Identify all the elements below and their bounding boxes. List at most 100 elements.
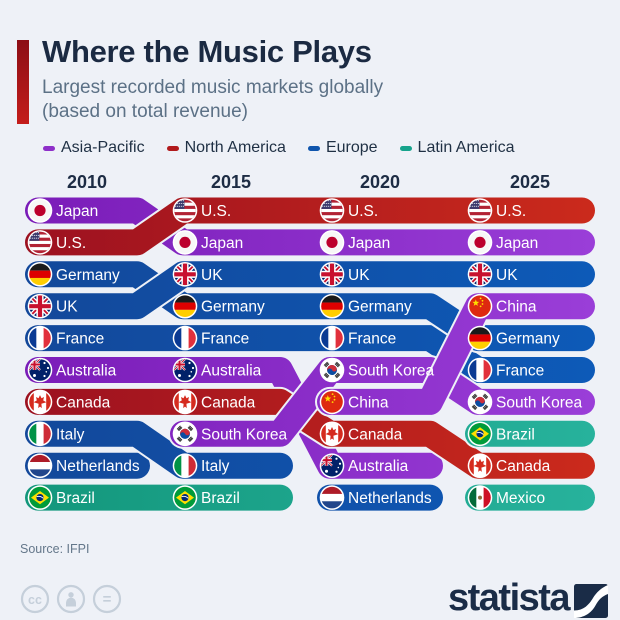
country-label-uk-2010: UK xyxy=(56,299,78,316)
flag-australia-icon xyxy=(27,357,53,383)
country-label-france-2020: France xyxy=(348,331,396,348)
country-label-china-2025: China xyxy=(496,299,537,316)
legend-dash-north-america-icon xyxy=(166,145,179,151)
cc-license-icons[interactable]: cc = xyxy=(20,584,124,614)
cc-icon[interactable]: cc xyxy=(20,584,50,614)
flag-netherlands-icon xyxy=(319,485,345,510)
flag-china-icon xyxy=(467,293,493,319)
country-label-canada-2020: Canada xyxy=(348,426,403,443)
legend-label: Asia-Pacific xyxy=(61,139,145,156)
accent-bar xyxy=(17,40,29,124)
ribbon-brazil xyxy=(25,420,595,511)
flag-uk-icon xyxy=(172,262,198,287)
flag-australia-icon xyxy=(319,453,345,478)
flag-u-s-icon xyxy=(27,230,53,255)
ribbon-south-korea xyxy=(170,357,595,447)
flag-france-icon xyxy=(172,325,198,351)
flag-japan-icon xyxy=(319,230,345,255)
country-label-u-s-2025: U.S. xyxy=(496,203,526,220)
flag-canada-icon xyxy=(319,421,345,447)
subtitle-line-2: (based on total revenue) xyxy=(42,101,248,122)
country-label-australia-2015: Australia xyxy=(201,363,262,380)
statista-logo-icon[interactable] xyxy=(574,584,608,618)
flag-germany-icon xyxy=(319,293,345,319)
country-label-japan-2025: Japan xyxy=(496,235,538,252)
country-label-netherlands-2020: Netherlands xyxy=(348,490,432,507)
year-header-2025: 2025 xyxy=(509,172,551,192)
country-label-australia-2010: Australia xyxy=(56,363,117,380)
statista-swoosh-icon xyxy=(574,585,608,618)
legend-item-latin-america: Latin America xyxy=(399,139,515,157)
person-icon[interactable] xyxy=(56,584,86,614)
flag-italy-icon xyxy=(172,453,198,478)
flag-brazil-icon xyxy=(172,485,198,510)
flag-mexico-icon xyxy=(467,485,493,510)
flag-u-s-icon xyxy=(172,198,198,223)
year-header-2020: 2020 xyxy=(359,172,401,192)
legend-item-asia-pacific: Asia-Pacific xyxy=(43,139,145,157)
country-label-japan-2020: Japan xyxy=(348,235,390,252)
country-label-france-2010: France xyxy=(56,331,104,348)
flag-south-korea-icon xyxy=(172,421,198,447)
legend-label: Latin America xyxy=(417,139,515,156)
year-header-2010: 2010 xyxy=(66,172,108,192)
country-label-u-s-2010: U.S. xyxy=(56,235,86,252)
country-label-uk-2020: UK xyxy=(348,267,370,284)
country-label-brazil-2010: Brazil xyxy=(56,490,95,507)
country-label-south-korea-2025: South Korea xyxy=(496,394,583,411)
statista-logo-wordmark[interactable]: statista xyxy=(448,577,571,619)
country-label-uk-2015: UK xyxy=(201,267,223,284)
ribbon-netherlands xyxy=(25,452,443,511)
svg-text:=: = xyxy=(103,591,112,608)
source-line: Source: IFPI xyxy=(20,542,90,556)
country-label-u-s-2020: U.S. xyxy=(348,203,378,220)
country-label-brazil-2015: Brazil xyxy=(201,490,240,507)
flag-canada-icon xyxy=(172,389,198,415)
flag-canada-icon xyxy=(467,453,493,478)
country-label-china-2020: China xyxy=(348,394,389,411)
country-label-mexico-2025: Mexico xyxy=(496,490,545,507)
page-subtitle: Largest recorded music markets globally … xyxy=(42,76,383,124)
country-label-france-2015: France xyxy=(201,331,249,348)
flag-u-s-icon xyxy=(319,198,345,223)
svg-text:cc: cc xyxy=(28,593,42,607)
ribbon-italy xyxy=(25,420,293,479)
legend-label: Europe xyxy=(325,139,378,156)
flag-germany-icon xyxy=(172,293,198,319)
flag-france-icon xyxy=(319,325,345,351)
country-label-canada-2010: Canada xyxy=(56,394,111,411)
flag-japan-icon xyxy=(172,230,198,255)
equals-icon[interactable]: = xyxy=(92,584,122,614)
page-title: Where the Music Plays xyxy=(42,34,372,69)
flag-italy-icon xyxy=(27,421,53,447)
legend-dash-asia-pacific-icon xyxy=(43,145,55,151)
flag-u-s-icon xyxy=(467,198,493,223)
country-label-germany-2015: Germany xyxy=(201,299,265,316)
country-label-uk-2025: UK xyxy=(496,267,518,284)
legend-dash-europe-icon xyxy=(307,145,320,151)
ribbon-china xyxy=(317,293,595,415)
country-label-italy-2010: Italy xyxy=(56,426,85,443)
flag-canada-icon xyxy=(27,389,53,415)
country-label-japan-2015: Japan xyxy=(201,235,243,252)
country-label-france-2025: France xyxy=(496,363,544,380)
flag-south-korea-icon xyxy=(319,357,345,383)
ribbon-australia xyxy=(25,357,443,479)
year-header-2015: 2015 xyxy=(210,172,252,192)
flag-uk-icon xyxy=(319,262,345,287)
flag-japan-icon xyxy=(27,198,53,223)
legend-label: North America xyxy=(184,139,286,156)
country-label-italy-2015: Italy xyxy=(201,458,230,475)
flag-australia-icon xyxy=(172,357,198,383)
flag-uk-icon xyxy=(27,293,53,319)
country-label-germany-2010: Germany xyxy=(56,267,120,284)
country-label-south-korea-2015: South Korea xyxy=(201,426,288,443)
country-label-brazil-2025: Brazil xyxy=(496,426,535,443)
country-label-japan-2010: Japan xyxy=(56,203,98,220)
flag-france-icon xyxy=(27,325,53,351)
flag-germany-icon xyxy=(27,262,53,287)
flag-china-icon xyxy=(319,389,345,415)
country-label-canada-2025: Canada xyxy=(496,458,551,475)
flag-japan-icon xyxy=(467,230,493,255)
